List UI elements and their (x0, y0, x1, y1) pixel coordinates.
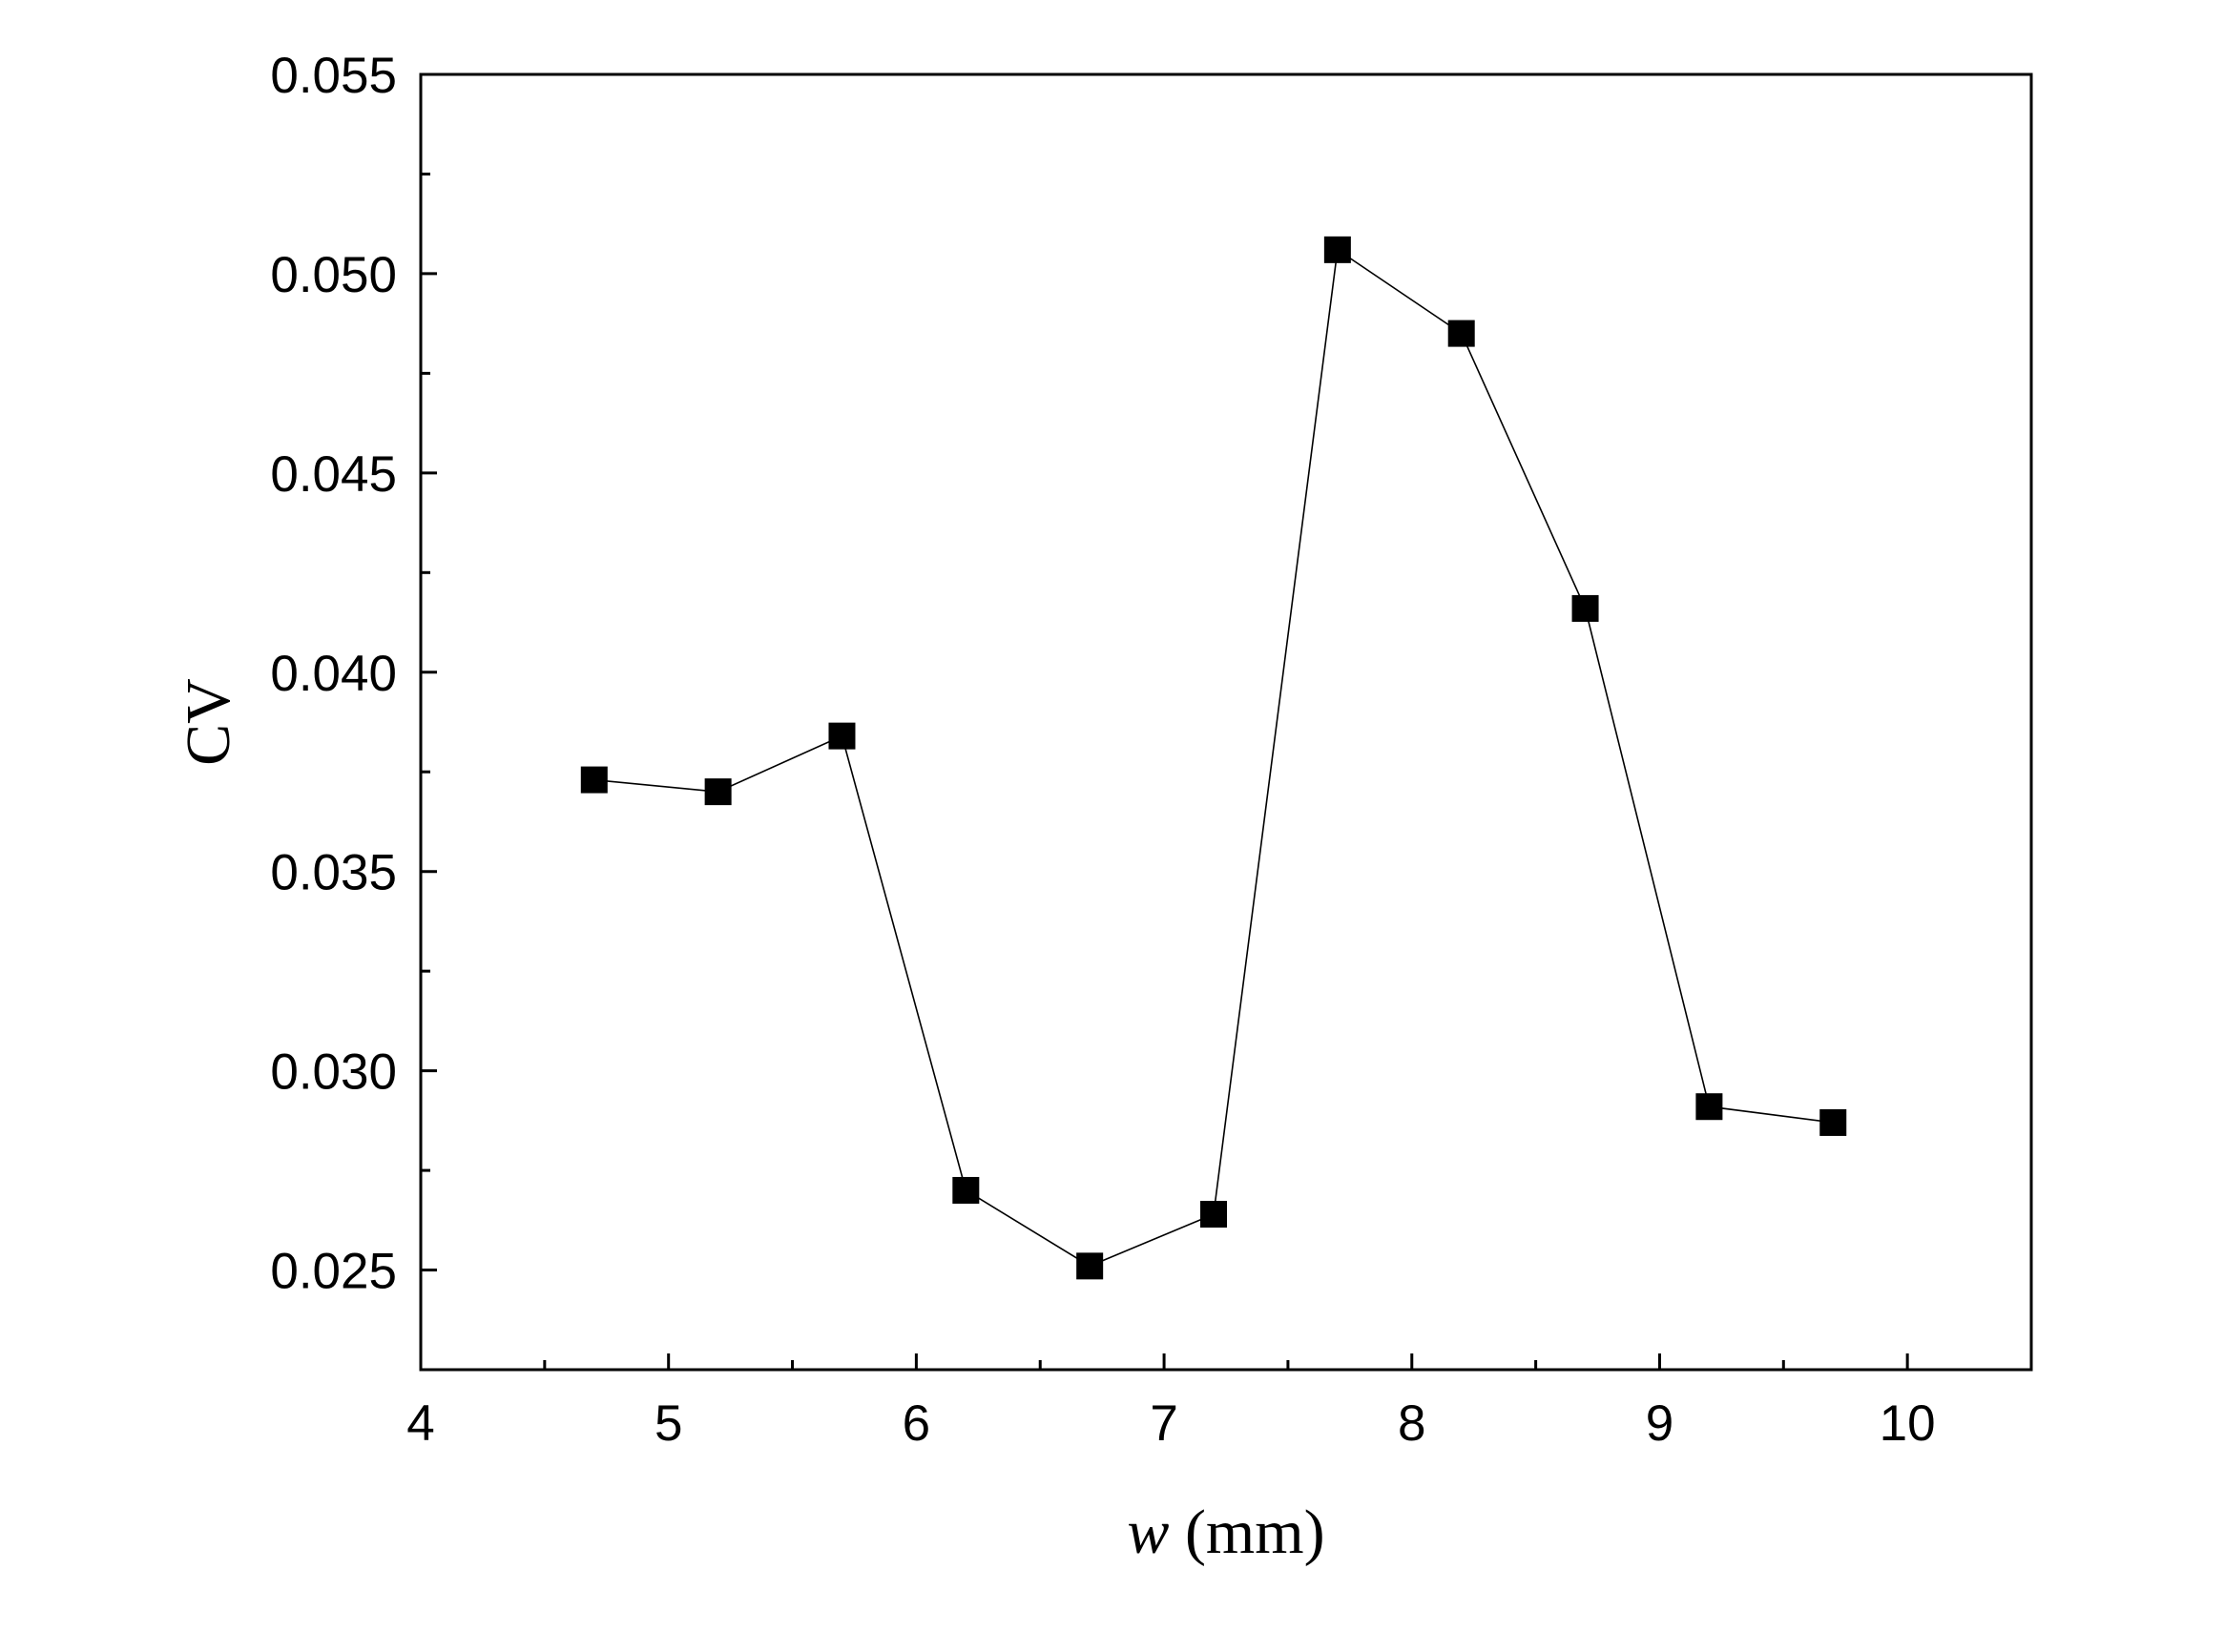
x-tick-label: 4 (406, 1395, 434, 1452)
y-tick-label: 0.050 (270, 247, 397, 303)
data-point (1200, 1201, 1228, 1229)
data-point (828, 722, 856, 750)
data-point (704, 778, 732, 806)
x-tick-label: 9 (1646, 1395, 1673, 1452)
plot-frame (419, 72, 2033, 1372)
data-point (1076, 1252, 1104, 1280)
y-tick-label: 0.025 (270, 1244, 397, 1300)
y-tick-labels: 0.025 0.030 0.035 0.040 0.045 0.050 0.055 (270, 48, 397, 1300)
x-tick-label: 7 (1150, 1395, 1177, 1452)
data-point (1571, 594, 1599, 622)
x-tick-label: 10 (1880, 1395, 1936, 1452)
x-axis-variable: w (1127, 1497, 1169, 1567)
x-tick-label: 6 (903, 1395, 930, 1452)
x-axis-label: w (mm) (1127, 1497, 1324, 1567)
data-series (580, 236, 1847, 1280)
y-tick-label: 0.040 (270, 646, 397, 702)
x-tick-label: 8 (1398, 1395, 1425, 1452)
data-point (1447, 320, 1475, 347)
x-tick-labels: 4 5 6 7 8 9 10 (406, 1395, 1935, 1452)
data-point (1695, 1093, 1723, 1121)
x-tick-label: 5 (655, 1395, 682, 1452)
data-point (1323, 236, 1351, 263)
y-tick-label: 0.030 (270, 1044, 397, 1101)
y-tick-label: 0.035 (270, 845, 397, 901)
data-point (952, 1176, 980, 1204)
y-tick-label: 0.045 (270, 446, 397, 503)
series-line (593, 248, 1834, 1268)
y-axis-label: CV (174, 678, 243, 766)
axis-ticks (419, 72, 1909, 1370)
y-tick-label: 0.055 (270, 48, 397, 104)
x-axis-unit: (mm) (1169, 1497, 1324, 1567)
data-point (1819, 1108, 1847, 1136)
data-point (580, 766, 608, 794)
